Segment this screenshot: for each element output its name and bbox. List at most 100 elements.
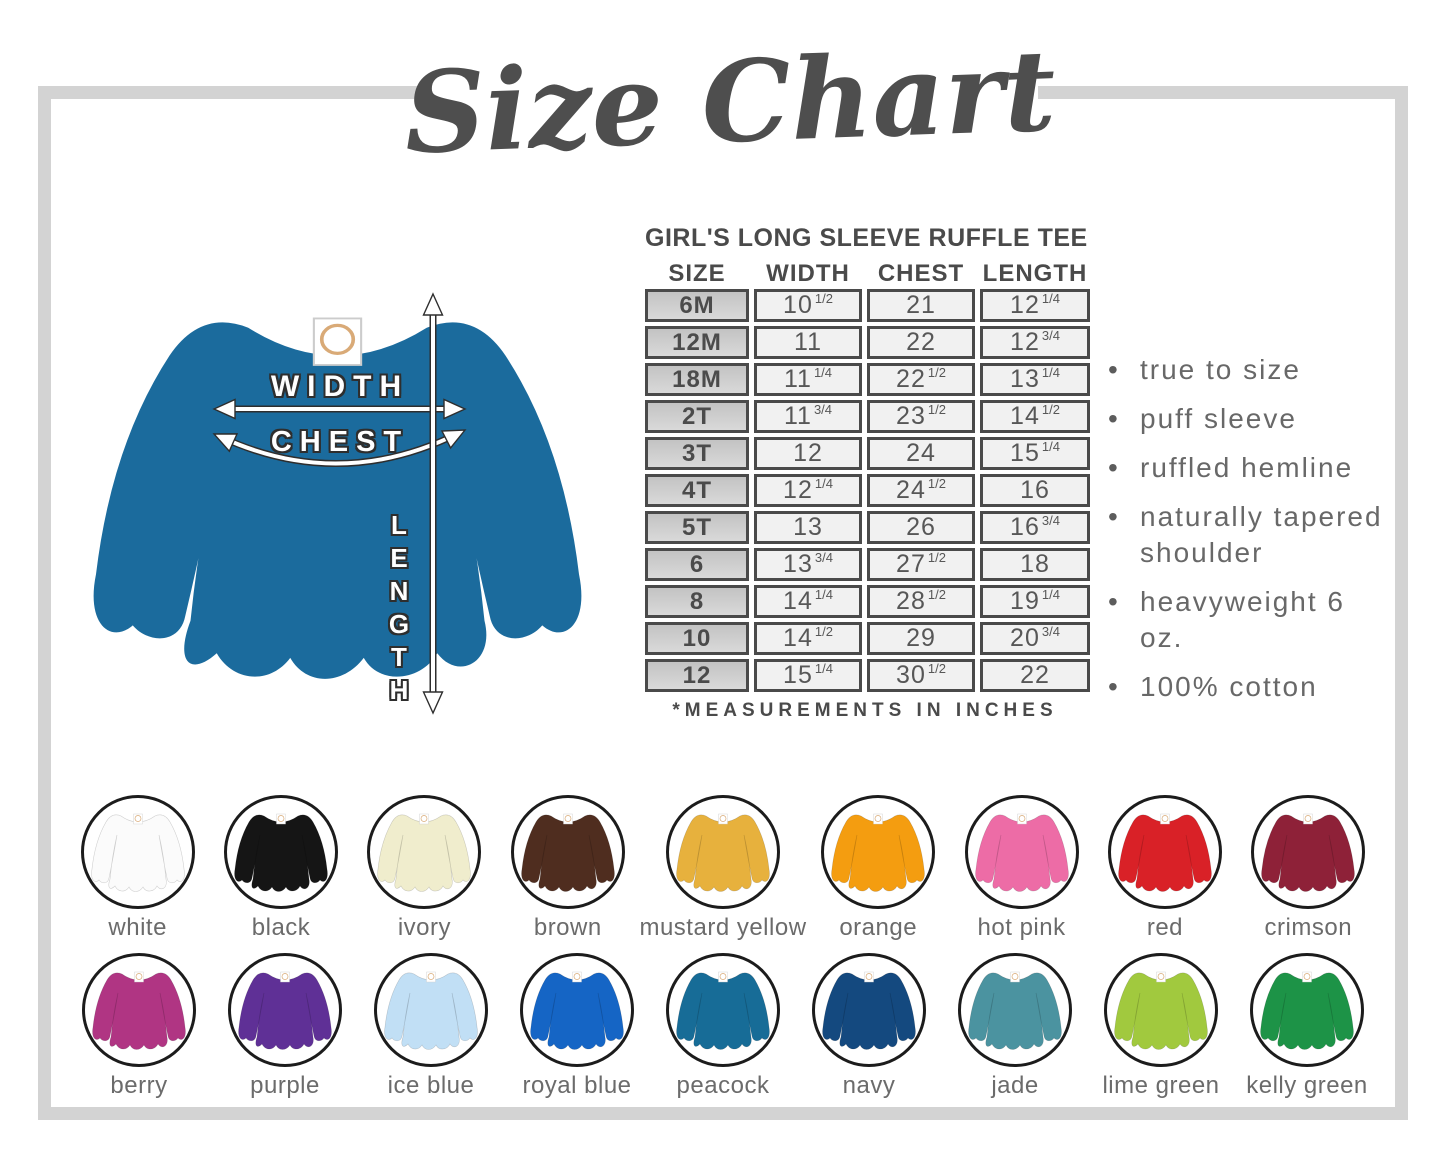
size-cell: 6M <box>645 289 749 322</box>
frame-border-bottom <box>38 1107 1408 1120</box>
mini-shirt-icon <box>968 971 1062 1050</box>
mini-shirt-icon <box>90 813 185 892</box>
swatch-circle <box>224 795 339 909</box>
swatch-label: white <box>108 914 167 941</box>
mini-shirt-icon <box>1117 813 1212 892</box>
color-swatch: ivory <box>367 795 482 942</box>
color-swatch: lime green <box>1102 953 1219 1100</box>
swatch-circle <box>510 795 625 909</box>
chest-cell: 30 1/2 <box>867 659 975 692</box>
feature-item: • ruffled hemline <box>1108 450 1393 486</box>
mini-shirt-icon <box>676 971 770 1050</box>
swatch-label: ice blue <box>387 1072 475 1099</box>
color-swatch: berry <box>82 953 196 1100</box>
frame-border-top-left <box>38 86 432 99</box>
color-swatch: royal blue <box>520 953 634 1100</box>
mini-shirt-icon <box>1261 813 1356 892</box>
mini-shirt-icon <box>234 813 329 892</box>
column-header-width: WIDTH <box>766 259 850 287</box>
size-cell: 12 <box>645 659 749 692</box>
frame-border-top-right <box>1038 86 1408 99</box>
swatch-label: red <box>1146 914 1184 941</box>
swatch-circle <box>821 795 936 909</box>
mini-shirt-icon <box>676 813 770 892</box>
length-cell: 16 3/4 <box>980 511 1090 544</box>
width-cell: 11 1/4 <box>754 363 862 396</box>
size-cell: 10 <box>645 622 749 655</box>
mini-shirt-icon <box>1114 971 1208 1050</box>
chest-cell: 29 <box>867 622 975 655</box>
color-swatch: jade <box>958 953 1072 1100</box>
length-cell: 14 1/2 <box>980 400 1090 433</box>
color-swatch: peacock <box>666 953 780 1100</box>
size-table-column-headers: SIZE WIDTH CHEST LENGTH <box>645 258 1086 289</box>
color-swatch: kelly green <box>1246 953 1368 1100</box>
swatch-label: kelly green <box>1246 1072 1368 1099</box>
size-table-row: 6 13 3/4 27 1/2 18 <box>645 548 1090 581</box>
swatch-label: brown <box>533 914 602 941</box>
mini-shirt-icon <box>92 971 186 1050</box>
chest-cell: 26 <box>867 511 975 544</box>
size-table-rows: 6M 10 1/2 21 12 1/4 12M 11 22 12 3/4 18M 11… <box>645 289 1090 692</box>
width-cell: 10 1/2 <box>754 289 862 322</box>
shirt-measurement-diagram: WIDTH CHEST LENGTH <box>75 258 600 723</box>
color-swatch: white <box>80 795 195 942</box>
feature-text: 100% cotton <box>1140 671 1318 702</box>
size-table-row: 3T 12 24 15 1/4 <box>645 437 1090 470</box>
feature-text: true to size <box>1140 354 1301 385</box>
swatch-circle <box>520 953 634 1067</box>
size-table-row: 8 14 1/4 28 1/2 19 1/4 <box>645 585 1090 618</box>
feature-text: puff sleeve <box>1140 403 1297 434</box>
color-swatches: white black ivory brown <box>66 795 1380 1111</box>
swatch-label: orange <box>839 914 918 941</box>
bullet-icon: • <box>1108 403 1120 434</box>
feature-text: ruffled hemline <box>1140 452 1354 483</box>
chest-cell: 22 1/2 <box>867 363 975 396</box>
color-swatch: hot pink <box>964 795 1079 942</box>
swatch-circle <box>374 953 488 1067</box>
measurement-arrows <box>212 292 467 715</box>
mini-shirt-icon <box>831 813 926 892</box>
width-cell: 15 1/4 <box>754 659 862 692</box>
length-arrow <box>422 292 444 715</box>
size-table-heading: GIRL'S LONG SLEEVE RUFFLE TEE <box>645 224 1088 252</box>
width-cell: 14 1/2 <box>754 622 862 655</box>
size-cell: 18M <box>645 363 749 396</box>
feature-item: • 100% cotton <box>1108 669 1393 705</box>
feature-item: • heavyweight 6 oz. <box>1108 584 1393 656</box>
size-cell: 8 <box>645 585 749 618</box>
column-header-size: SIZE <box>668 259 726 287</box>
color-swatch: purple <box>228 953 342 1100</box>
size-table-row: 12 15 1/4 30 1/2 22 <box>645 659 1090 692</box>
swatch-circle <box>964 795 1079 909</box>
width-cell: 12 1/4 <box>754 474 862 507</box>
swatch-circle <box>1107 795 1222 909</box>
color-swatch: brown <box>510 795 625 942</box>
size-table-footnote: *MEASUREMENTS IN INCHES <box>672 700 1058 721</box>
color-swatch: red <box>1107 795 1222 942</box>
bullet-icon: • <box>1108 354 1120 385</box>
swatch-label: ivory <box>397 914 451 941</box>
chest-cell: 24 <box>867 437 975 470</box>
width-cell: 14 1/4 <box>754 585 862 618</box>
bullet-icon: • <box>1108 501 1120 532</box>
frame-border-left <box>38 86 51 1120</box>
swatch-circle <box>958 953 1072 1067</box>
swatch-circle <box>666 795 780 909</box>
chest-cell: 27 1/2 <box>867 548 975 581</box>
width-arrow <box>212 398 467 420</box>
length-cell: 19 1/4 <box>980 585 1090 618</box>
swatch-label: hot pink <box>977 914 1066 941</box>
size-table-row: 4T 12 1/4 24 1/2 16 <box>645 474 1090 507</box>
feature-item: • naturally tapered shoulder <box>1108 499 1393 571</box>
color-swatch: crimson <box>1251 795 1366 942</box>
feature-text: heavyweight 6 oz. <box>1140 586 1346 653</box>
feature-text: naturally tapered shoulder <box>1140 501 1383 568</box>
size-table-row: 6M 10 1/2 21 12 1/4 <box>645 289 1090 322</box>
swatch-circle <box>666 953 780 1067</box>
bullet-icon: • <box>1108 586 1120 617</box>
size-table-row: 18M 11 1/4 22 1/2 13 1/4 <box>645 363 1090 396</box>
width-cell: 11 <box>754 326 862 359</box>
color-swatch: orange <box>821 795 936 942</box>
mini-shirt-icon <box>520 813 615 892</box>
